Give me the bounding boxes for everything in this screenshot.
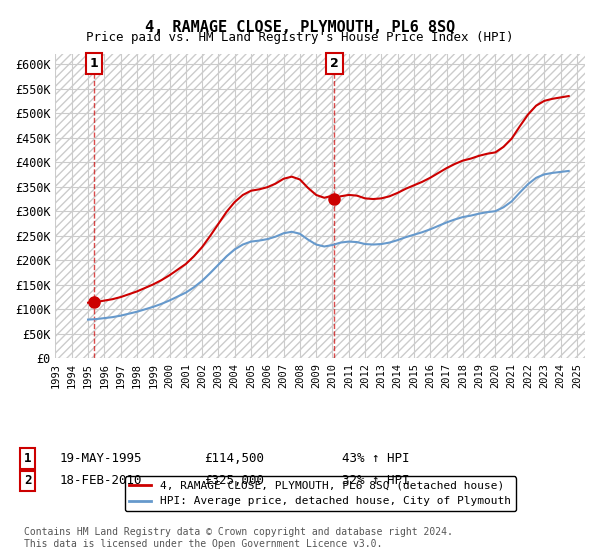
Text: Contains HM Land Registry data © Crown copyright and database right 2024.
This d: Contains HM Land Registry data © Crown c…: [24, 527, 453, 549]
Text: 1: 1: [90, 57, 98, 70]
Text: 1: 1: [24, 452, 32, 465]
Text: 18-FEB-2010: 18-FEB-2010: [60, 474, 143, 487]
Text: Price paid vs. HM Land Registry's House Price Index (HPI): Price paid vs. HM Land Registry's House …: [86, 31, 514, 44]
FancyBboxPatch shape: [55, 54, 585, 358]
Text: 43% ↑ HPI: 43% ↑ HPI: [342, 452, 409, 465]
Text: £114,500: £114,500: [204, 452, 264, 465]
Text: 32% ↑ HPI: 32% ↑ HPI: [342, 474, 409, 487]
Legend: 4, RAMAGE CLOSE, PLYMOUTH, PL6 8SQ (detached house), HPI: Average price, detache: 4, RAMAGE CLOSE, PLYMOUTH, PL6 8SQ (deta…: [125, 477, 516, 511]
Text: 2: 2: [24, 474, 32, 487]
Text: 2: 2: [330, 57, 339, 70]
Text: £325,000: £325,000: [204, 474, 264, 487]
Text: 4, RAMAGE CLOSE, PLYMOUTH, PL6 8SQ: 4, RAMAGE CLOSE, PLYMOUTH, PL6 8SQ: [145, 20, 455, 35]
Text: 19-MAY-1995: 19-MAY-1995: [60, 452, 143, 465]
